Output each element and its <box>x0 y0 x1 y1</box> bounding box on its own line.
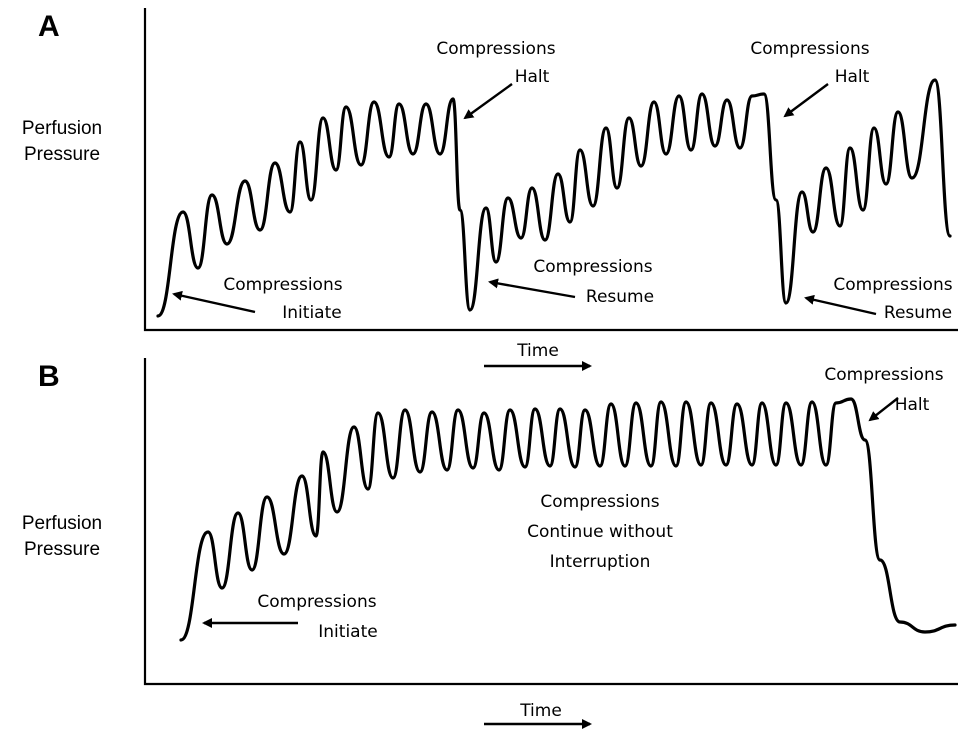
panel-a-halt2-label-1: Compressions <box>750 39 869 59</box>
panel-b-axes <box>143 358 958 686</box>
panel-a-initiate-label-1: Compressions <box>223 275 342 295</box>
panel-a-resume2-label-1: Compressions <box>833 275 952 295</box>
panel-a-ylabel-line1: Perfusion <box>22 118 102 139</box>
panel-b-initiate-label-1: Compressions <box>257 592 376 612</box>
panel-b-ylabel-line1: Perfusion <box>22 513 102 534</box>
panel-a-halt1-arrow <box>463 83 513 120</box>
panel-b-initiate-label-2: Initiate <box>318 622 377 642</box>
panel-b-halt-label-2: Halt <box>895 395 930 415</box>
panel-a-letter: A <box>38 10 60 43</box>
panel-a-ylabel-line2: Pressure <box>24 144 100 165</box>
panel-a-xlabel: Time <box>516 341 559 361</box>
panel-a-initiate-label-2: Initiate <box>282 303 341 323</box>
panel-a-axes <box>143 8 958 332</box>
panel-a-resume2-arrow <box>804 294 877 316</box>
panel-b: B Perfusion Pressure Compressions Initia… <box>22 358 958 729</box>
panel-a: A Perfusion Pressure Compressions Initia… <box>22 8 958 371</box>
panel-a-resume1-label-2: Resume <box>586 287 654 307</box>
panel-a-resume1-label-1: Compressions <box>533 257 652 277</box>
panel-a-resume1-arrow <box>488 278 576 299</box>
panel-b-xlabel: Time <box>519 701 562 721</box>
panel-a-pressure-trace <box>156 78 952 318</box>
panel-b-letter: B <box>38 360 60 393</box>
panel-b-continue-label-2: Continue without <box>527 522 673 542</box>
panel-b-continue-label-1: Compressions <box>540 492 659 512</box>
panel-a-halt2-arrow <box>783 83 829 118</box>
panel-b-halt-label-1: Compressions <box>824 365 943 385</box>
panel-b-ylabel-line2: Pressure <box>24 539 100 560</box>
panel-a-initiate-arrow <box>172 290 256 314</box>
panel-a-halt1-label-1: Compressions <box>436 39 555 59</box>
panel-b-continue-label-3: Interruption <box>550 552 651 572</box>
panel-a-resume2-label-2: Resume <box>884 303 952 323</box>
panel-a-halt2-label-2: Halt <box>835 67 870 87</box>
panel-b-pressure-trace <box>179 397 957 642</box>
panel-b-halt-arrow <box>868 397 899 422</box>
panel-a-halt1-label-2: Halt <box>515 67 550 87</box>
